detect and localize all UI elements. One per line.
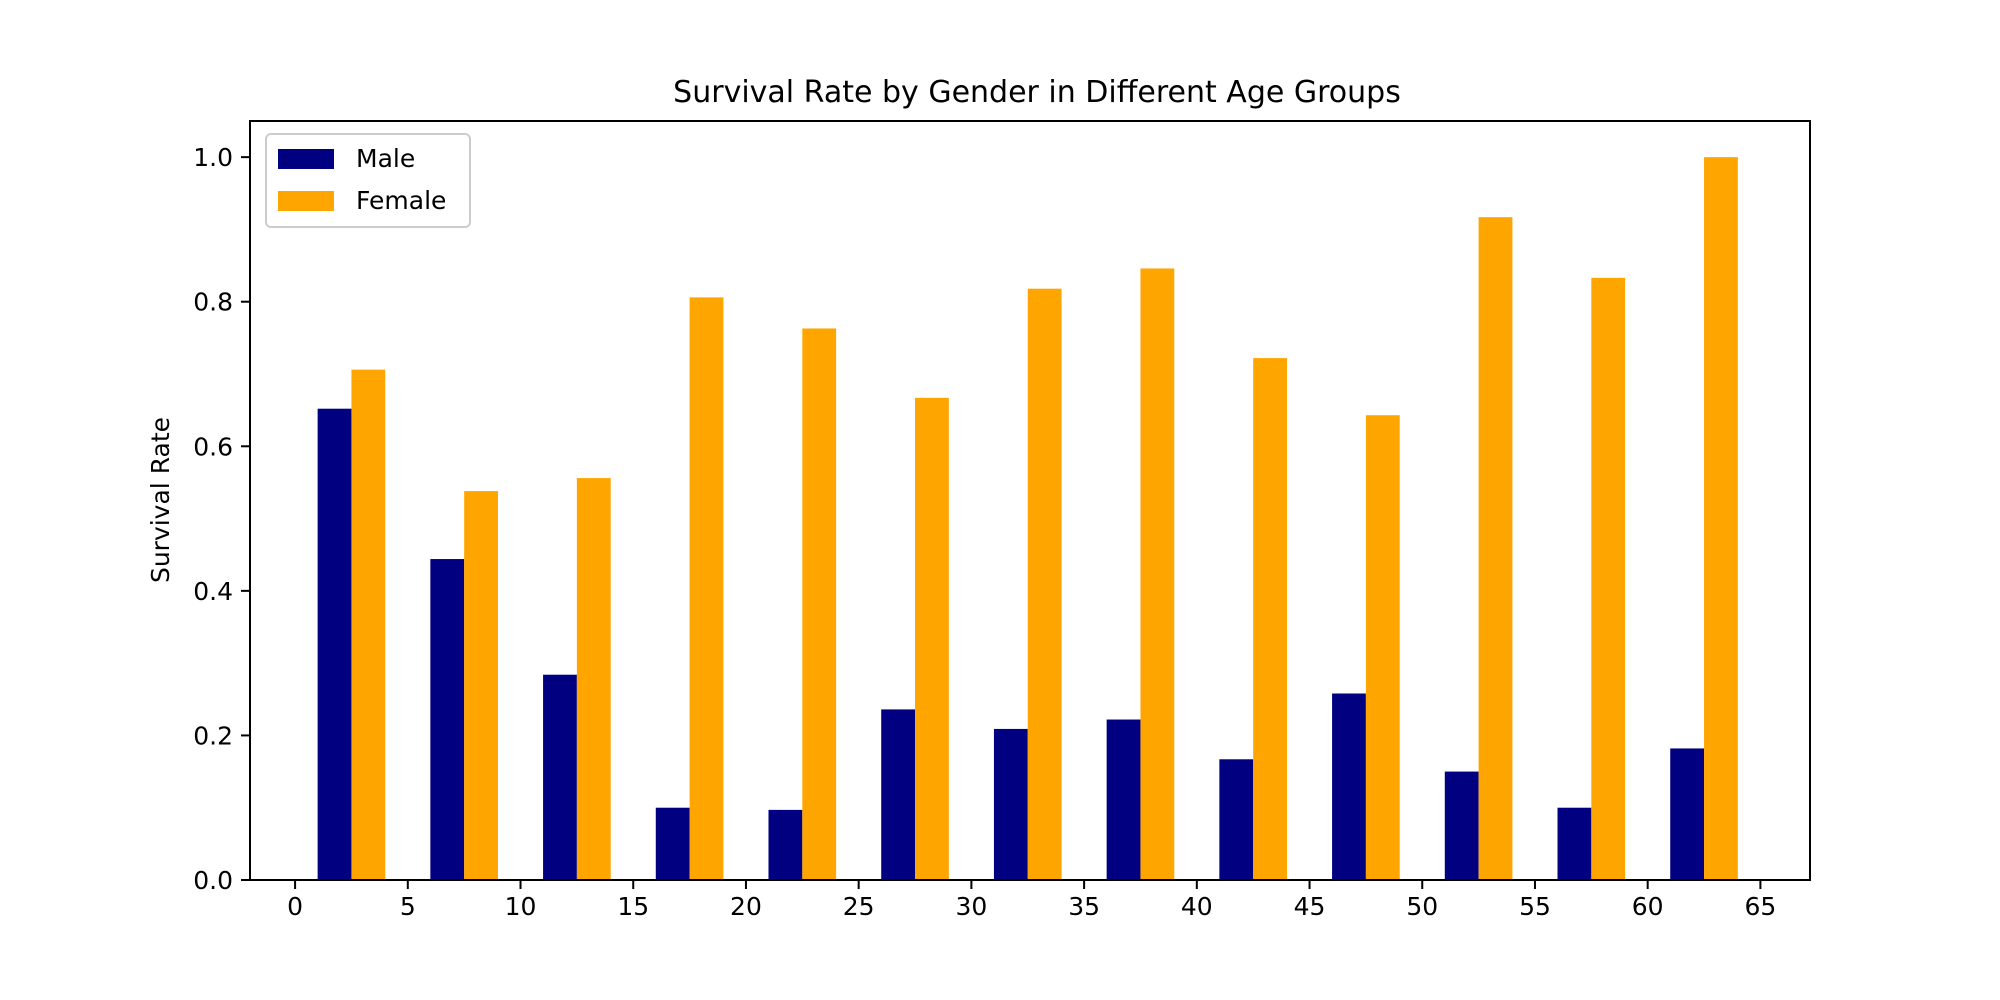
- x-tick-label: 10: [505, 892, 537, 921]
- legend-label-male: Male: [356, 144, 415, 173]
- legend-swatch-male: [278, 149, 334, 169]
- bar-male-11: [1557, 807, 1592, 880]
- y-tick-label: 0.8: [193, 288, 233, 317]
- y-axis-label: Survival Rate: [146, 417, 175, 583]
- x-tick-label: 60: [1632, 892, 1664, 921]
- plot-frame: [249, 120, 1811, 881]
- bar-male-5: [881, 709, 916, 880]
- bars-layer: [317, 157, 1738, 881]
- y-axis: 0.0 0.2 0.4 0.6 0.8 1.0: [193, 143, 250, 895]
- y-tick-label: 1.0: [193, 143, 233, 172]
- x-tick-label: 30: [955, 892, 987, 921]
- bar-male-1: [430, 559, 465, 880]
- bar-female-10: [1478, 217, 1513, 880]
- bar-male-0: [317, 408, 352, 880]
- x-tick-label: 20: [730, 892, 762, 921]
- bar-male-3: [655, 807, 690, 880]
- bar-male-7: [1106, 719, 1141, 880]
- y-tick-label: 0.0: [193, 866, 233, 895]
- bar-female-2: [576, 478, 611, 880]
- y-tick-label: 0.2: [193, 721, 233, 750]
- x-tick-label: 45: [1294, 892, 1326, 921]
- bar-male-9: [1332, 693, 1366, 880]
- x-axis: 0 5 10 15 20 25 30 35 40 45 50 55 60 65: [287, 880, 1776, 921]
- bar-female-4: [802, 328, 837, 881]
- x-tick-label: 55: [1519, 892, 1551, 921]
- bar-male-6: [993, 728, 1028, 880]
- bar-female-11: [1591, 277, 1626, 880]
- chart-title: Survival Rate by Gender in Different Age…: [673, 75, 1401, 110]
- bar-male-4: [768, 809, 803, 880]
- legend-label-female: Female: [356, 186, 446, 215]
- bar-female-12: [1704, 157, 1738, 881]
- x-tick-label: 65: [1744, 892, 1776, 921]
- bar-female-5: [915, 397, 949, 880]
- x-tick-label: 50: [1406, 892, 1438, 921]
- bar-female-0: [351, 369, 386, 880]
- y-tick-label: 0.6: [193, 432, 233, 461]
- bar-female-6: [1027, 288, 1062, 880]
- bar-female-1: [464, 491, 498, 880]
- x-tick-label: 35: [1068, 892, 1100, 921]
- x-tick-label: 25: [843, 892, 875, 921]
- legend: Male Female: [265, 133, 471, 228]
- bar-female-3: [689, 297, 724, 880]
- x-tick-label: 15: [617, 892, 649, 921]
- bar-male-12: [1670, 748, 1705, 880]
- bar-female-9: [1365, 415, 1400, 880]
- y-tick-label: 0.4: [193, 577, 233, 606]
- x-tick-label: 0: [287, 892, 303, 921]
- legend-swatch-female: [278, 191, 334, 211]
- x-tick-label: 40: [1181, 892, 1213, 921]
- bar-male-8: [1219, 759, 1254, 880]
- bar-female-8: [1253, 358, 1287, 880]
- bar-female-7: [1140, 268, 1175, 880]
- bar-male-10: [1444, 771, 1479, 880]
- bar-male-2: [543, 674, 577, 880]
- x-tick-label: 5: [400, 892, 416, 921]
